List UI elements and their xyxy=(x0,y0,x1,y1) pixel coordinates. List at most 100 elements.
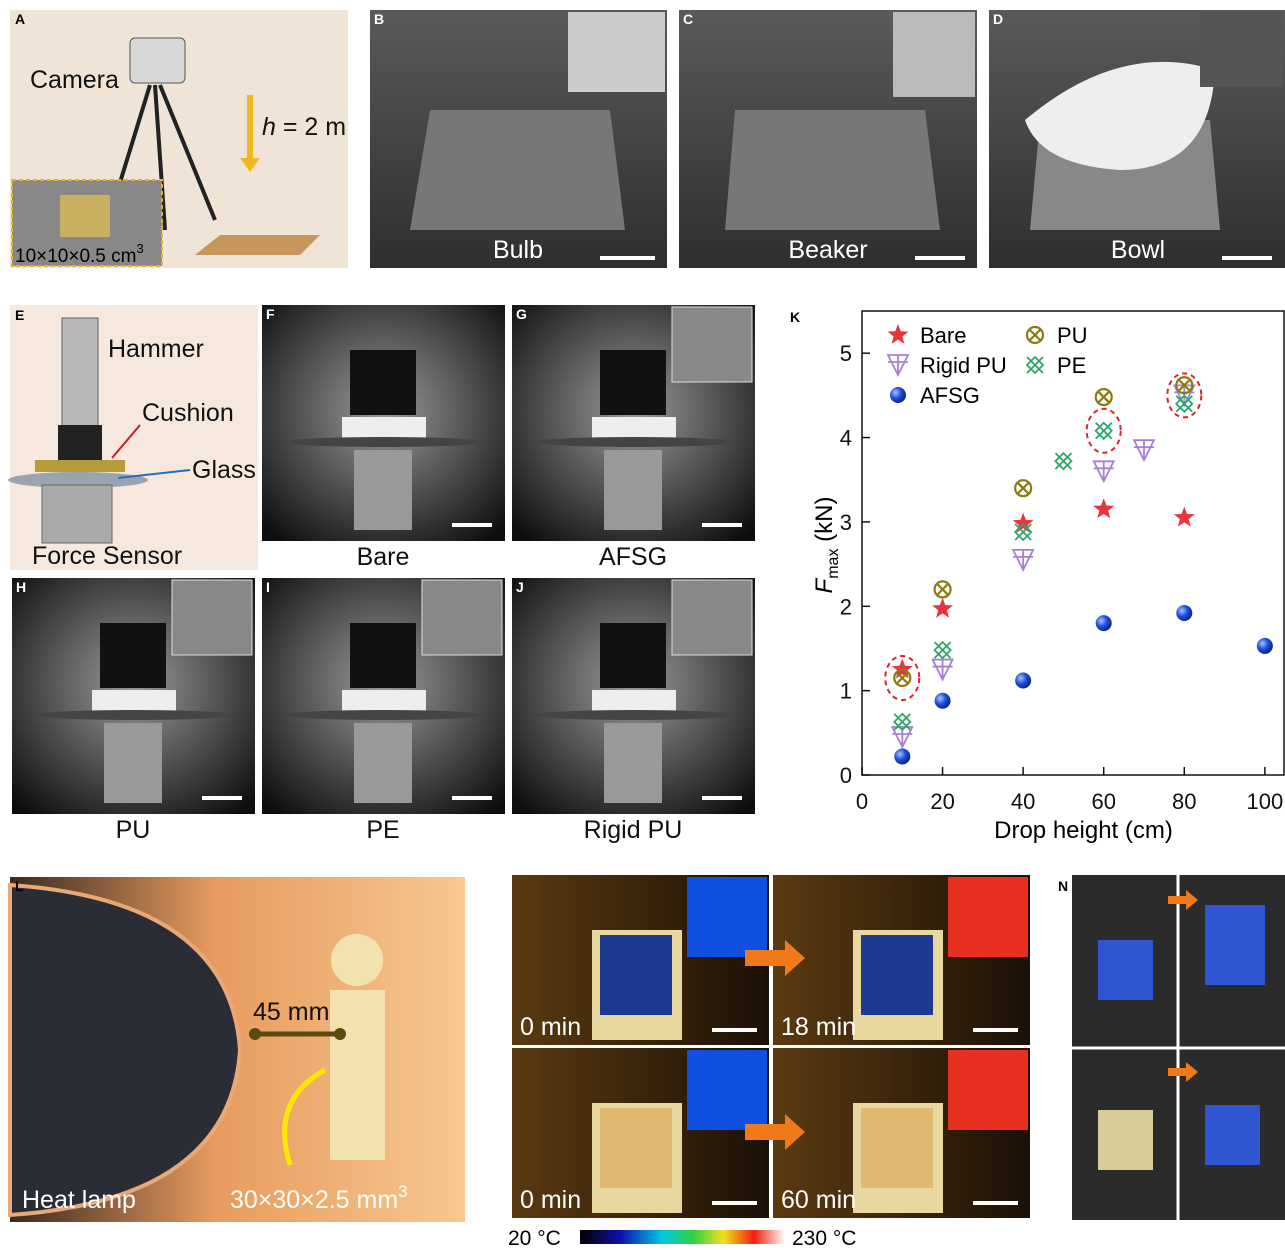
marker xyxy=(1094,461,1114,481)
panel-label: F xyxy=(266,306,275,322)
marker xyxy=(1027,327,1043,343)
x-tick-label: 40 xyxy=(1011,789,1035,814)
camera-icon xyxy=(130,38,185,83)
marker xyxy=(1174,507,1195,527)
marker xyxy=(1096,389,1112,405)
marker xyxy=(1176,605,1192,621)
caption: Bowl xyxy=(1111,236,1165,264)
panel-label: I xyxy=(266,579,270,595)
marker xyxy=(1096,615,1112,631)
cover xyxy=(1205,905,1265,985)
marker xyxy=(933,660,953,680)
sample xyxy=(342,417,426,439)
cover xyxy=(861,935,933,1015)
panels-bcd: B Bulb C Beaker D Bowl xyxy=(370,10,1285,268)
sensor xyxy=(354,723,412,803)
marker xyxy=(894,748,910,764)
time-label: 18 min xyxy=(781,1013,856,1041)
glass xyxy=(534,710,734,720)
sensor xyxy=(604,723,662,803)
caption: PE xyxy=(366,816,399,844)
caption: Bulb xyxy=(493,236,543,264)
marker xyxy=(932,598,953,618)
scale-label: 230 °C xyxy=(792,1227,856,1250)
sensor xyxy=(104,723,162,803)
panel-a: A Camera h = 2 m 10×10×0.5 cm3 xyxy=(10,10,348,268)
glass xyxy=(284,710,484,720)
cover xyxy=(1205,1105,1260,1165)
sensor xyxy=(354,450,412,530)
hammer xyxy=(600,350,666,415)
panel-label: G xyxy=(516,306,527,322)
inset xyxy=(672,307,752,382)
figurine xyxy=(330,990,385,1160)
x-tick-label: 80 xyxy=(1172,789,1196,814)
color-bar xyxy=(580,1230,785,1244)
legend-label: Rigid PU xyxy=(920,353,1007,378)
cushion-icon xyxy=(35,460,125,472)
marker xyxy=(888,324,909,344)
marker xyxy=(1134,440,1154,460)
exponent: 3 xyxy=(398,1182,407,1201)
legend-label: Bare xyxy=(920,323,966,348)
panel-label: L xyxy=(15,878,24,894)
marker xyxy=(890,387,906,403)
y-tick-label: 1 xyxy=(840,679,852,704)
caption: 45 mm xyxy=(253,998,329,1026)
inset xyxy=(1200,12,1283,87)
plate xyxy=(410,110,625,230)
panel-label: E xyxy=(15,307,24,323)
cover xyxy=(600,935,672,1015)
hammer xyxy=(600,623,666,688)
panel-label: N xyxy=(1058,878,1068,894)
x-tick-label: 100 xyxy=(1246,789,1283,814)
marker xyxy=(888,355,908,375)
marker xyxy=(1027,357,1043,373)
panel-e: E Hammer Cushion Glass Force Sensor xyxy=(8,305,258,570)
sample xyxy=(60,195,110,237)
thermal-inset xyxy=(687,877,767,957)
marker xyxy=(1093,498,1114,518)
caption: AFSG xyxy=(599,543,667,571)
marker xyxy=(1055,453,1071,469)
legend-label: AFSG xyxy=(920,383,980,408)
y-tick-label: 4 xyxy=(840,426,852,451)
dot xyxy=(249,1028,261,1040)
sample xyxy=(92,690,176,712)
time-label: 0 min xyxy=(520,1013,581,1041)
panel-label: K xyxy=(790,309,800,325)
hammer xyxy=(350,623,416,688)
hammer-tip xyxy=(58,425,102,460)
y-axis-title: Fmax (kN) xyxy=(811,497,842,594)
time-label: 0 min xyxy=(520,1186,581,1214)
caption: Hammer xyxy=(108,335,204,363)
panel-label: J xyxy=(516,579,524,595)
caption: Force Sensor xyxy=(32,542,182,570)
figurine-head xyxy=(331,934,383,986)
y-unit: (kN) xyxy=(811,497,838,549)
glass xyxy=(534,437,734,447)
x-tick-label: 0 xyxy=(856,789,868,814)
caption: Beaker xyxy=(788,236,867,264)
hammer xyxy=(350,350,416,415)
time-label: 60 min xyxy=(781,1186,856,1214)
marker xyxy=(935,581,951,597)
size: 30×30×2.5 mm xyxy=(230,1186,398,1214)
panel-m: M 20 °C 230 °C 0 min18 min0 min60 min xyxy=(508,875,1030,1250)
caption: Bare xyxy=(357,543,410,571)
marker xyxy=(935,693,951,709)
caption: Camera xyxy=(30,66,119,94)
exponent: 3 xyxy=(136,241,143,256)
dot xyxy=(334,1028,346,1040)
panel-label: C xyxy=(683,11,693,27)
cover xyxy=(861,1108,933,1188)
sample xyxy=(592,690,676,712)
inset xyxy=(422,580,502,655)
x-axis-title: Drop height (cm) xyxy=(994,817,1173,844)
marker xyxy=(1015,480,1031,496)
marker xyxy=(1015,673,1031,689)
y-tick-label: 0 xyxy=(840,763,852,788)
y-tick-label: 5 xyxy=(840,341,852,366)
panel-label: A xyxy=(15,11,25,27)
marker xyxy=(935,642,951,658)
